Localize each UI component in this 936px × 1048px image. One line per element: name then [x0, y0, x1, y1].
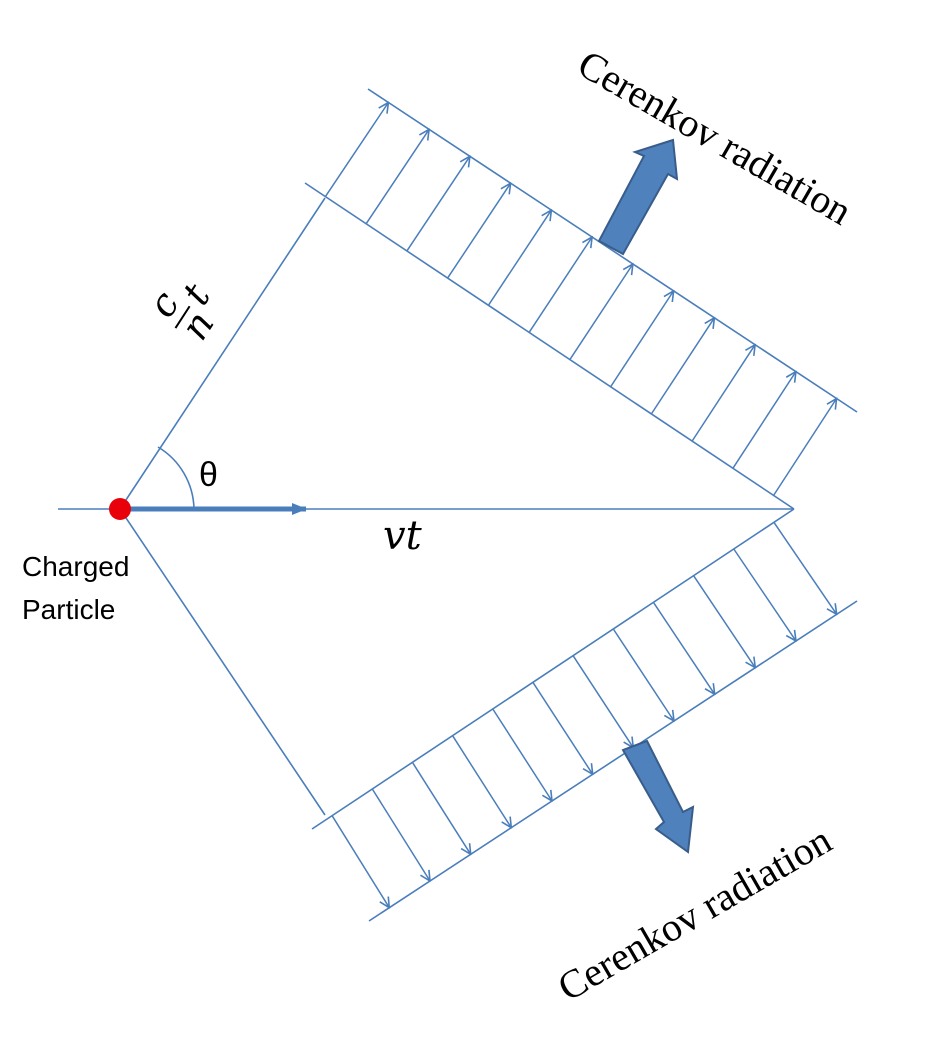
radiation-label-top: Cerenkov radiation	[571, 41, 860, 234]
upper-ray-arrow	[772, 399, 837, 496]
radiation-arrow-bottom	[621, 739, 695, 854]
lower-ray-arrow	[652, 601, 714, 694]
lower-ray-arrow	[532, 681, 593, 774]
upper-ray-arrow	[487, 210, 551, 306]
particle-icon	[109, 498, 131, 520]
lower-ray-arrow	[773, 521, 837, 614]
lower-ray-arrow	[572, 655, 633, 748]
lower-ray-arrow	[371, 788, 430, 881]
lower-ray-arrow	[612, 628, 674, 721]
light-distance-label: c n t	[139, 275, 222, 347]
upper-wavefront	[304, 182, 795, 510]
radiation-label-bottom: Cerenkov radiation	[550, 817, 839, 1010]
angle-label: θ	[199, 456, 218, 494]
upper-ray-arrow	[650, 318, 714, 415]
upper-ray-arrow	[324, 103, 388, 198]
upper-ray-arrow	[732, 372, 796, 469]
lower-wavefront	[311, 508, 795, 830]
upper-ray-arrows	[324, 103, 837, 496]
lower-ray-arrow	[331, 815, 389, 908]
fraction-bar	[174, 305, 191, 329]
lower-ray-arrow	[492, 708, 552, 801]
cone-lower-edge	[119, 508, 326, 816]
particle-label-line1: Charged	[22, 551, 129, 582]
upper-wavefront-outer	[367, 88, 858, 413]
upper-ray-arrow	[365, 129, 429, 225]
radiation-arrow-top	[597, 138, 679, 256]
lower-ray-arrow	[451, 735, 512, 828]
upper-ray-arrow	[691, 345, 755, 442]
upper-ray-arrow	[609, 291, 674, 388]
upper-ray-arrow	[528, 237, 592, 333]
lower-ray-arrow	[411, 761, 470, 854]
upper-ray-arrow	[569, 264, 633, 361]
theta-arc	[157, 446, 195, 510]
upper-ray-arrow	[406, 156, 470, 252]
lower-ray-arrow	[692, 575, 756, 668]
upper-ray-arrow	[446, 183, 511, 279]
lower-wavefront-outer	[368, 600, 858, 922]
velocity-distance-label: vt	[383, 513, 423, 559]
cone-upper-edge	[119, 197, 326, 510]
particle-label-line2: Particle	[22, 594, 115, 625]
lower-ray-arrows	[331, 521, 837, 908]
lower-ray-arrow	[733, 548, 796, 641]
